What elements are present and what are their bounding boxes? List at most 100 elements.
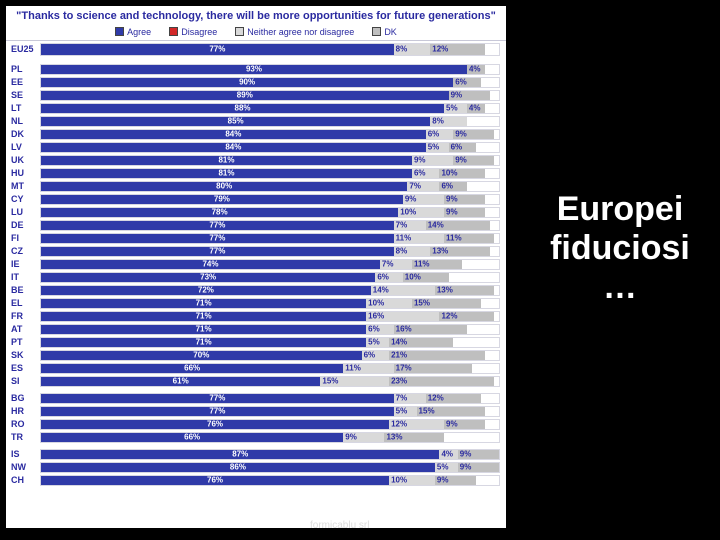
bar-row-DK: DK84%6%9%	[10, 128, 500, 141]
seg-agree: 66%	[41, 364, 343, 373]
country-label: EL	[10, 298, 40, 308]
seg-dk: 13%	[430, 247, 490, 256]
swatch-agree	[115, 27, 124, 36]
bar-track: 84%5%6%	[40, 142, 500, 153]
country-label: TR	[10, 432, 40, 442]
seg-dk: 9%	[444, 195, 485, 204]
seg-agree: 86%	[41, 463, 435, 472]
country-label: LU	[10, 207, 40, 217]
seg-dk: 12%	[426, 394, 481, 403]
bar-row-MT: MT80%7%6%	[10, 180, 500, 193]
seg-neither: 11%	[343, 364, 393, 373]
seg-agree: 89%	[41, 91, 449, 100]
seg-dk: 9%	[444, 420, 485, 429]
seg-agree: 70%	[41, 351, 362, 360]
swatch-disagree	[169, 27, 178, 36]
seg-agree: 72%	[41, 286, 371, 295]
bar-row-HU: HU81%6%10%	[10, 167, 500, 180]
seg-dk: 4%	[467, 104, 485, 113]
seg-neither: 7%	[407, 182, 439, 191]
bar-row-NW: NW86%5%9%	[10, 461, 500, 474]
legend-label-neither: Neither agree nor disagree	[247, 27, 354, 37]
seg-dk: 11%	[444, 234, 494, 243]
seg-neither: 5%	[444, 104, 467, 113]
seg-dk: 17%	[394, 364, 472, 373]
seg-agree: 71%	[41, 338, 366, 347]
seg-neither: 16%	[366, 312, 439, 321]
chart-panel: "Thanks to science and technology, there…	[6, 6, 506, 528]
seg-agree: 74%	[41, 260, 380, 269]
footer-credit: formicablu srl	[310, 520, 369, 531]
country-label: NW	[10, 462, 40, 472]
seg-agree: 77%	[41, 234, 394, 243]
bar-row-BG: BG77%7%12%	[10, 392, 500, 405]
country-label: DE	[10, 220, 40, 230]
bar-track: 78%10%9%	[40, 207, 500, 218]
bar-row-IE: IE74%7%11%	[10, 258, 500, 271]
country-label: LT	[10, 103, 40, 113]
seg-neither: 9%	[403, 195, 444, 204]
bar-track: 88%5%4%	[40, 103, 500, 114]
legend-item-agree: Agree	[115, 27, 151, 37]
seg-neither: 5%	[366, 338, 389, 347]
seg-dk: 15%	[412, 299, 481, 308]
country-label: ES	[10, 363, 40, 373]
seg-dk: 9%	[449, 91, 490, 100]
seg-agree: 66%	[41, 433, 343, 442]
seg-agree: 93%	[41, 65, 467, 74]
bar-row-IT: IT73%6%10%	[10, 271, 500, 284]
seg-dk: 10%	[439, 169, 485, 178]
seg-neither: 5%	[426, 143, 449, 152]
chart-title: "Thanks to science and technology, there…	[6, 6, 506, 25]
bar-row-SE: SE89%9%	[10, 89, 500, 102]
seg-agree: 61%	[41, 377, 320, 386]
seg-agree: 84%	[41, 130, 426, 139]
bar-row-PL: PL93%4%	[10, 63, 500, 76]
seg-dk: 6%	[439, 182, 466, 191]
bar-row-CH: CH76%10%9%	[10, 474, 500, 487]
seg-agree: 78%	[41, 208, 398, 217]
country-label: CZ	[10, 246, 40, 256]
seg-dk: 9%	[444, 208, 485, 217]
seg-dk: 9%	[453, 156, 494, 165]
seg-neither: 6%	[426, 130, 453, 139]
country-label: DK	[10, 129, 40, 139]
seg-dk: 6%	[449, 143, 476, 152]
bar-track: 66%9%13%	[40, 432, 500, 443]
bar-row-ES: ES66%11%17%	[10, 362, 500, 375]
bar-track: 79%9%9%	[40, 194, 500, 205]
seg-neither: 8%	[430, 117, 467, 126]
bar-track: 76%12%9%	[40, 419, 500, 430]
country-label: EU25	[10, 44, 40, 54]
seg-neither: 10%	[389, 476, 435, 485]
bar-track: 73%6%10%	[40, 272, 500, 283]
bar-row-PT: PT71%5%14%	[10, 336, 500, 349]
seg-neither: 11%	[394, 234, 444, 243]
legend-item-neither: Neither agree nor disagree	[235, 27, 354, 37]
seg-dk: 12%	[430, 44, 485, 55]
bar-track: 61%15%23%	[40, 376, 500, 387]
seg-agree: 73%	[41, 273, 375, 282]
seg-dk: 9%	[458, 463, 499, 472]
bar-row-EL: EL71%10%15%	[10, 297, 500, 310]
bar-track: 71%5%14%	[40, 337, 500, 348]
bar-track: 77%7%12%	[40, 393, 500, 404]
seg-neither: 7%	[394, 394, 426, 403]
bar-track: 77%5%15%	[40, 406, 500, 417]
swatch-dk	[372, 27, 381, 36]
bar-row-CZ: CZ77%8%13%	[10, 245, 500, 258]
country-label: PL	[10, 64, 40, 74]
bar-row-SK: SK70%6%21%	[10, 349, 500, 362]
seg-agree: 76%	[41, 476, 389, 485]
seg-dk: 14%	[426, 221, 490, 230]
seg-dk: 10%	[403, 273, 449, 282]
legend-item-dk: DK	[372, 27, 397, 37]
bar-track: 85%8%	[40, 116, 500, 127]
bar-row-NL: NL85%8%	[10, 115, 500, 128]
country-label: CY	[10, 194, 40, 204]
bar-row-FR: FR71%16%12%	[10, 310, 500, 323]
legend-label-disagree: Disagree	[181, 27, 217, 37]
bar-track: 77%11%11%	[40, 233, 500, 244]
seg-agree: 76%	[41, 420, 389, 429]
seg-agree: 87%	[41, 450, 439, 459]
